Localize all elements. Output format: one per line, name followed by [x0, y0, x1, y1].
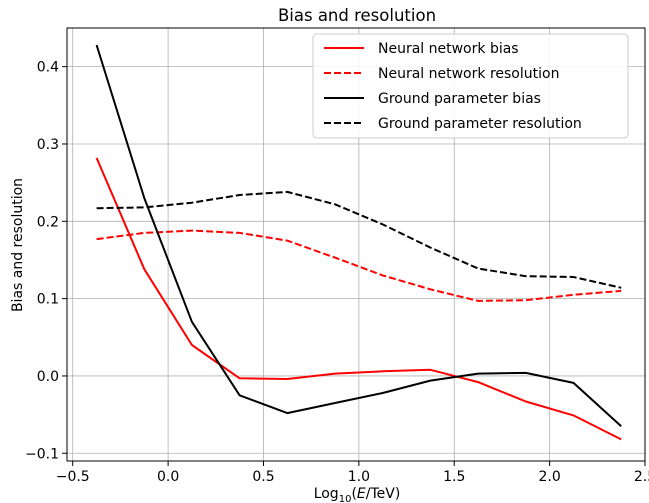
legend-label: Neural network bias — [378, 41, 519, 57]
legend: Neural network bias Neural network resolu… — [312, 33, 629, 139]
x-tick-label: 2.5 — [634, 469, 649, 485]
legend-label: Neural network resolution — [378, 66, 559, 82]
legend-label: Ground parameter bias — [378, 91, 541, 107]
x-tick-label: 0.5 — [252, 469, 274, 485]
x-axis-label: Log10(E/TeV) — [314, 486, 401, 503]
y-tick-label: 0.1 — [37, 292, 59, 308]
plot-frame — [66, 27, 646, 462]
x-tick-label: 1.5 — [443, 469, 465, 485]
y-tick-label: 0.3 — [37, 137, 59, 153]
x-tick-label: −0.5 — [56, 469, 90, 485]
series-line-1 — [95, 157, 622, 441]
series-line-4 — [96, 190, 622, 289]
y-tick-label: 0.0 — [37, 369, 59, 385]
y-axis-label: Bias and resolution — [10, 178, 26, 312]
chart-title: Bias and resolution — [278, 6, 436, 25]
legend-label: Ground parameter resolution — [378, 116, 582, 132]
x-tick-label: 2.0 — [538, 469, 560, 485]
x-tick-label: 0.0 — [157, 469, 179, 485]
x-axis-ticks: −0.5 0.0 0.5 1.0 1.5 2.0 2.5 — [56, 461, 649, 485]
legend-box — [312, 33, 629, 139]
x-tick-label: 1.0 — [348, 469, 370, 485]
y-tick-label: 0.4 — [37, 60, 59, 76]
series-line-3 — [95, 44, 622, 427]
y-tick-label: −0.1 — [25, 446, 59, 462]
y-tick-label: 0.2 — [37, 214, 59, 230]
y-axis-ticks: −0.1 0.0 0.1 0.2 0.3 0.4 — [25, 60, 67, 462]
series-lines — [95, 44, 622, 441]
